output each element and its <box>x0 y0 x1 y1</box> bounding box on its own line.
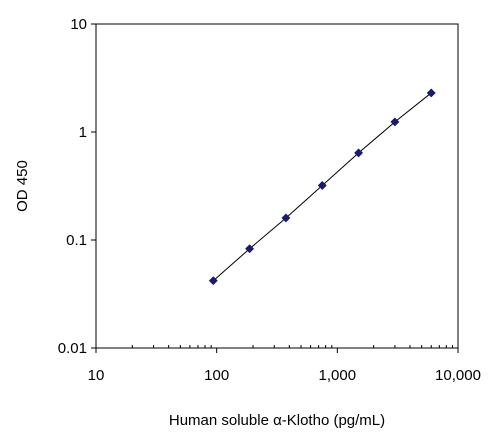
x-tick-label: 10 <box>88 367 105 384</box>
plot-frame <box>95 23 459 349</box>
y-tick-label: 10 <box>70 16 87 33</box>
y-tick-labels: 10 1 0.1 0.01 <box>58 16 87 357</box>
data-markers <box>208 88 436 286</box>
x-axis-title: Human soluble α-Klotho (pg/mL) <box>169 412 385 429</box>
data-point-marker <box>354 148 364 158</box>
data-point-marker <box>390 117 400 127</box>
x-tick-label: 10,000 <box>435 367 481 384</box>
x-tick-labels: 10 100 1,000 10,000 <box>88 367 481 384</box>
y-tick-label: 0.1 <box>66 232 87 249</box>
data-point-marker <box>426 88 436 98</box>
y-tick-label: 1 <box>79 124 87 141</box>
data-point-marker <box>317 180 327 190</box>
y-axis-title: OD 450 <box>14 160 31 212</box>
data-point-marker <box>245 244 255 254</box>
x-tick-label: 1,000 <box>319 367 357 384</box>
data-point-marker <box>281 213 291 223</box>
data-point-marker <box>208 276 218 286</box>
x-tick-label: 100 <box>204 367 229 384</box>
y-tick-label: 0.01 <box>58 340 87 357</box>
major-ticks <box>91 23 459 353</box>
